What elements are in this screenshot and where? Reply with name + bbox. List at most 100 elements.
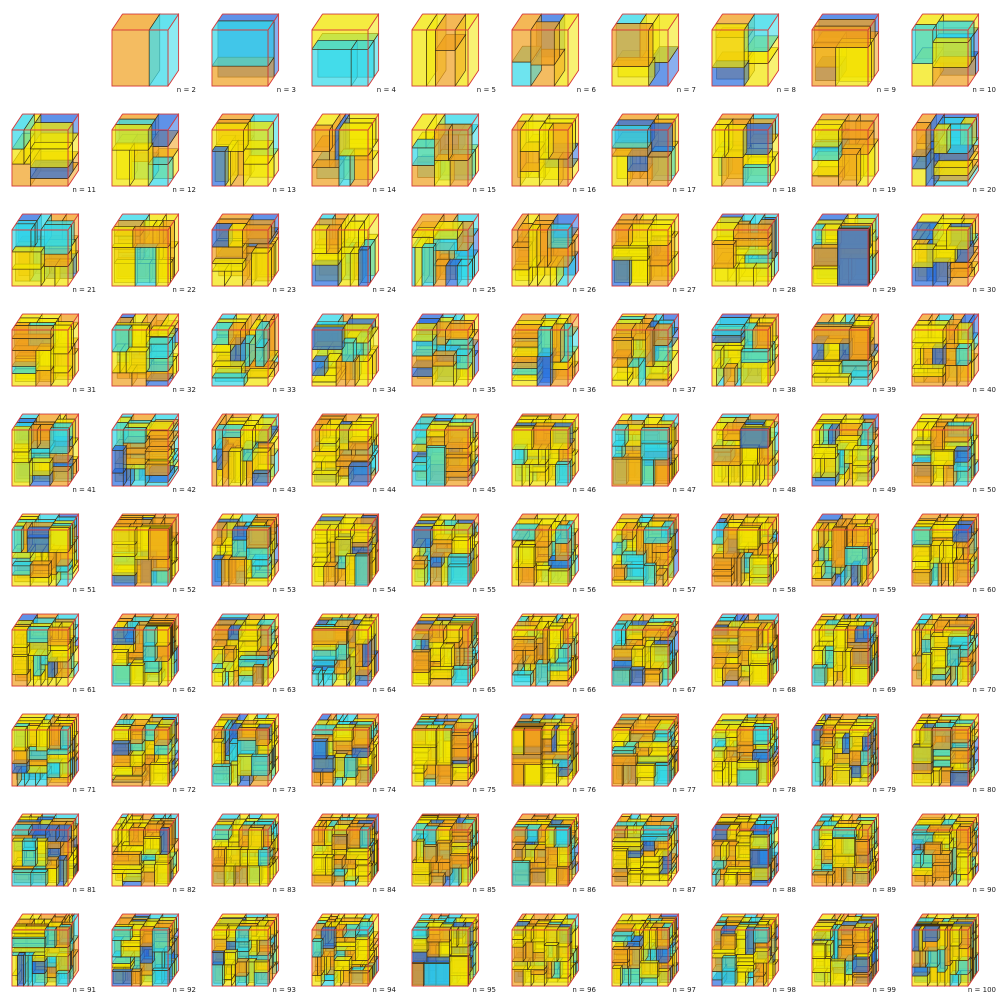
packed-box-face xyxy=(374,233,379,277)
packed-box-face xyxy=(216,469,223,487)
packed-box-face xyxy=(719,313,753,319)
packed-box-face xyxy=(815,219,845,225)
packed-box-face xyxy=(818,13,880,20)
packed-box-face xyxy=(128,523,144,528)
panel-label: n = 16 xyxy=(572,186,596,194)
packed-box-face xyxy=(222,429,241,438)
packed-box-face xyxy=(754,322,774,327)
packed-box-face xyxy=(228,329,241,346)
packed-box-face xyxy=(211,344,231,353)
packed-box-face xyxy=(26,526,52,531)
packed-box-face xyxy=(111,472,124,487)
packed-box-face xyxy=(627,171,649,187)
container-edge xyxy=(711,113,723,131)
packed-box-face xyxy=(111,372,133,387)
container-edge xyxy=(267,13,279,31)
packed-box-face xyxy=(228,229,243,248)
packed-box-face xyxy=(956,365,969,387)
container-edge xyxy=(911,313,923,331)
packed-box-face xyxy=(811,129,839,148)
packed-box-face xyxy=(871,37,875,83)
container-edge xyxy=(211,313,223,331)
packed-box-face xyxy=(743,22,749,69)
packed-box-face xyxy=(11,251,42,270)
panel-label: n = 9 xyxy=(876,86,896,94)
panel-label: n = 30 xyxy=(972,286,996,294)
packed-box-face xyxy=(811,329,850,344)
packed-box-face xyxy=(742,123,773,131)
packing-panel: n = 43 xyxy=(200,400,300,500)
container-edge xyxy=(11,113,23,131)
packed-box-face xyxy=(656,319,676,325)
packed-box-face xyxy=(614,119,656,126)
packing-panel: n = 19 xyxy=(800,100,900,200)
packed-box-face xyxy=(311,329,343,350)
cube-packing-drawing xyxy=(211,313,280,388)
packed-box-face xyxy=(813,19,876,27)
container-edge xyxy=(811,313,823,331)
packed-box-face xyxy=(150,559,169,572)
packed-box-face xyxy=(311,474,337,487)
container-edge xyxy=(67,213,79,231)
packed-box-face xyxy=(733,229,769,240)
packed-box-face xyxy=(141,517,155,520)
packed-box-face xyxy=(246,547,269,560)
packed-box-face xyxy=(911,364,947,369)
packed-box-face xyxy=(911,329,944,344)
packed-box-face xyxy=(411,376,433,387)
packed-box-face xyxy=(515,319,546,325)
packed-box-face xyxy=(426,447,445,487)
packed-box-face xyxy=(511,464,523,487)
packed-box-face xyxy=(242,229,269,244)
container-edge xyxy=(111,513,123,531)
cube-packing-drawing xyxy=(211,513,280,588)
packed-box-face xyxy=(129,413,157,421)
cube-packing-drawing xyxy=(411,313,480,388)
packed-box-face xyxy=(311,470,340,475)
container-edge xyxy=(867,270,879,287)
packed-box-face xyxy=(449,320,475,324)
cube-packing-drawing xyxy=(611,413,680,488)
cube-packing-drawing xyxy=(611,13,680,88)
cube-packing-drawing xyxy=(111,113,180,188)
packed-box-face xyxy=(611,458,642,487)
packed-box-face xyxy=(170,219,175,265)
packed-box-face xyxy=(641,424,673,428)
packed-box-face xyxy=(145,336,174,345)
packed-box-face xyxy=(335,361,347,387)
packed-box-face xyxy=(811,458,822,478)
packed-box-face xyxy=(433,229,458,240)
packed-box-face xyxy=(11,451,30,463)
cube-packing-drawing xyxy=(11,313,80,388)
packed-box-face xyxy=(211,229,229,248)
packing-panel: n = 30 xyxy=(900,200,1000,300)
packed-box-face xyxy=(444,453,472,459)
packed-box-face xyxy=(549,426,571,431)
packed-box-face xyxy=(740,348,771,353)
packed-box-face xyxy=(319,443,337,452)
packed-box-face xyxy=(472,344,475,381)
packed-box-face xyxy=(811,326,853,331)
packed-box-face xyxy=(529,464,546,473)
packed-box-face xyxy=(611,124,652,131)
container-edge xyxy=(67,113,79,131)
packed-box-face xyxy=(211,146,229,152)
packed-box-face xyxy=(955,348,969,366)
packed-box-face xyxy=(733,223,773,231)
packed-box-face xyxy=(472,255,475,281)
packed-box-face xyxy=(144,460,171,465)
packing-panel: n = 7 xyxy=(600,0,700,100)
packed-box-face xyxy=(144,451,169,460)
packed-box-face xyxy=(770,321,774,349)
packed-box-face xyxy=(217,13,280,22)
packed-box-face xyxy=(817,213,849,221)
container-edge xyxy=(511,213,523,231)
panel-label: n = 14 xyxy=(372,186,396,194)
packed-box-face xyxy=(357,413,380,419)
packed-box-face xyxy=(433,413,456,419)
container-edge xyxy=(267,513,279,531)
packed-box-face xyxy=(124,422,151,428)
packing-panel: n = 22 xyxy=(100,200,200,300)
packed-box-face xyxy=(970,452,975,483)
packed-box-face xyxy=(533,422,556,427)
